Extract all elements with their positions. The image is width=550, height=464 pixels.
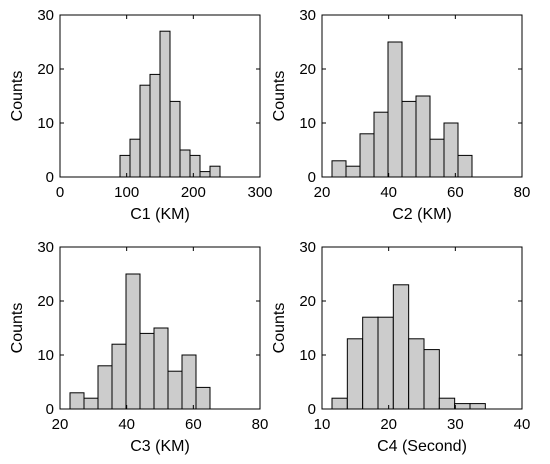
histogram-bar (189, 154, 201, 178)
x-tick-label: 0 (56, 184, 64, 201)
histogram-bar (179, 149, 191, 178)
x-tick-label: 200 (181, 184, 206, 201)
x-tick-label: 20 (314, 184, 331, 201)
y-tick-label: 30 (299, 7, 316, 24)
histogram-bar (169, 100, 181, 178)
y-tick-label: 10 (37, 115, 54, 132)
y-tick-label: 20 (37, 61, 54, 78)
panel-c1: 0 100 200 300 0 10 20 30 C1 (KM) Counts (9, 7, 273, 223)
histogram-bar (331, 160, 347, 178)
x-tick-label: 80 (252, 416, 269, 433)
histogram-bar (415, 95, 431, 178)
y-tick-label: 20 (299, 293, 316, 310)
histogram-bar (362, 316, 379, 410)
y-tick-label: 10 (299, 347, 316, 364)
x-tick-label: 60 (447, 184, 464, 201)
y-tick-label: 30 (37, 239, 54, 256)
histogram-bar (423, 349, 440, 410)
y-tick-label: 0 (308, 169, 316, 186)
axes-frame (59, 14, 261, 178)
histogram-bar (346, 338, 364, 410)
panel-c3: 20 40 60 80 0 10 20 30 C3 (KM) Counts (9, 239, 268, 455)
histogram-bar (469, 403, 486, 410)
histogram-bar (153, 327, 169, 410)
x-axis-label: C4 (Second) (377, 438, 467, 455)
histogram-bar (331, 397, 348, 410)
x-axis-label: C2 (KM) (392, 206, 452, 223)
histogram-bar (454, 403, 471, 410)
histogram-bar (139, 84, 151, 178)
y-axis-label: Counts (271, 303, 288, 354)
x-tick-label: 300 (247, 184, 272, 201)
histogram-bar (181, 354, 197, 410)
y-tick-label: 0 (308, 401, 316, 418)
histogram-bar (377, 316, 394, 410)
histogram-bar (159, 30, 171, 178)
histogram-bar (199, 171, 211, 178)
histogram-bar (443, 122, 459, 178)
histogram-bar (111, 343, 127, 410)
y-axis-label: Counts (9, 71, 26, 122)
x-tick-label: 60 (185, 416, 202, 433)
x-tick-label: 40 (380, 184, 397, 201)
histogram-bar (209, 165, 221, 178)
histogram-bar (438, 397, 456, 410)
histogram-bar (359, 133, 375, 178)
histogram-bar (457, 154, 473, 178)
y-tick-label: 20 (299, 61, 316, 78)
histogram-bar (387, 41, 403, 178)
y-tick-label: 30 (299, 239, 316, 256)
x-tick-label: 10 (314, 416, 331, 433)
histogram-bar (373, 111, 389, 178)
x-tick-label: 30 (447, 416, 464, 433)
histogram-bar (139, 332, 155, 410)
y-tick-label: 0 (46, 401, 54, 418)
histogram-bar (345, 165, 361, 178)
histogram-bar (149, 73, 161, 178)
x-tick-label: 100 (114, 184, 139, 201)
histogram-bar (167, 370, 183, 410)
y-tick-label: 0 (46, 169, 54, 186)
y-tick-label: 10 (37, 347, 54, 364)
histogram-bar (392, 284, 410, 410)
histogram-bar (408, 338, 425, 410)
y-tick-label: 20 (37, 293, 54, 310)
x-tick-label: 40 (118, 416, 135, 433)
x-tick-label: 80 (514, 184, 531, 201)
y-axis-label: Counts (271, 71, 288, 122)
histogram-bar (429, 138, 445, 178)
histogram-bar (83, 397, 99, 410)
x-tick-label: 20 (380, 416, 397, 433)
histogram-bar (195, 386, 211, 410)
panel-c2: 20 40 60 80 0 10 20 30 C2 (KM) Counts (271, 7, 530, 223)
histogram-bar (97, 365, 113, 410)
axes-frame (59, 246, 261, 410)
histogram-bar (125, 273, 141, 410)
x-tick-label: 40 (514, 416, 531, 433)
y-tick-label: 10 (299, 115, 316, 132)
histogram-bar (401, 100, 417, 178)
axes-frame (321, 14, 523, 178)
y-axis-label: Counts (9, 303, 26, 354)
histogram-bar (69, 392, 85, 410)
y-tick-label: 30 (37, 7, 54, 24)
x-axis-label: C3 (KM) (130, 438, 190, 455)
histogram-bar (129, 138, 141, 178)
x-tick-label: 20 (52, 416, 69, 433)
axes-frame (321, 246, 523, 410)
x-axis-label: C1 (KM) (130, 206, 190, 223)
histogram-bar (119, 154, 131, 178)
